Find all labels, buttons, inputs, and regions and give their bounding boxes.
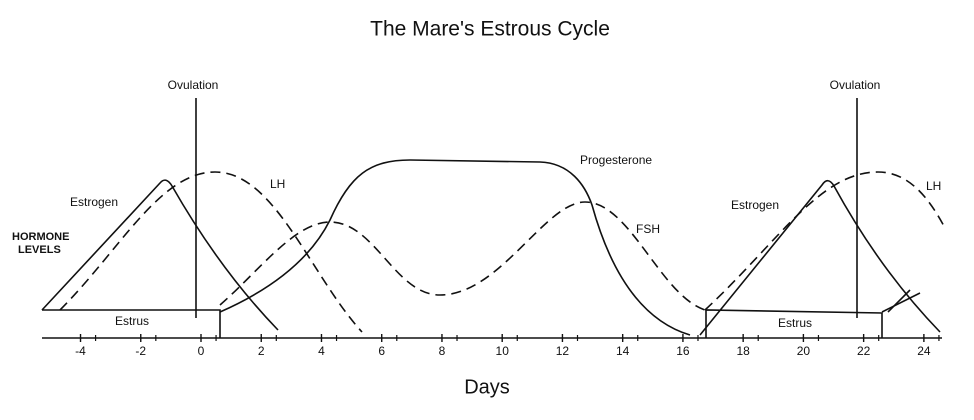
title: The Mare's Estrous Cycle	[370, 18, 610, 41]
tick-label: -2	[135, 344, 146, 358]
tick-label: 12	[556, 344, 570, 358]
tick-label: 24	[917, 344, 931, 358]
fsh-curve	[219, 201, 706, 311]
curve-label: FSH	[636, 222, 660, 236]
estrogen-curve	[699, 179, 941, 336]
curve-label: Progesterone	[580, 153, 652, 167]
tick-label: 6	[378, 344, 385, 358]
y-label: HORMONE	[12, 231, 69, 243]
tick-label: 0	[198, 344, 205, 358]
tick-label: -4	[75, 344, 86, 358]
tick-label: 18	[736, 344, 750, 358]
curve-label: LH	[926, 179, 941, 193]
estrogen-curve	[41, 179, 279, 331]
tick-label: 8	[439, 344, 446, 358]
tick-label: 16	[676, 344, 690, 358]
tick-label: 10	[496, 344, 510, 358]
curve-label: LH	[270, 177, 285, 191]
rise-line	[887, 289, 911, 313]
y-label: LEVELS	[18, 244, 61, 256]
rise-line	[881, 292, 921, 313]
ticks: -4 -2 0 2 4 6 8 10 12 14 16 18 20 22 24	[75, 334, 940, 358]
ovulation-label: Ovulation	[168, 78, 219, 92]
tick-label: 2	[258, 344, 265, 358]
estrus-box	[705, 309, 883, 338]
lh-curve	[59, 171, 363, 333]
x-label: Days	[464, 376, 510, 398]
curve-label: Estrogen	[70, 195, 118, 209]
estrus-box	[42, 309, 221, 338]
lh-curve	[704, 171, 946, 311]
ovulation-label: Ovulation	[830, 78, 881, 92]
curve-label: Estrogen	[731, 198, 779, 212]
tick-label: 14	[616, 344, 630, 358]
tick-label: 22	[857, 344, 871, 358]
progesterone-curve	[219, 159, 691, 336]
estrus-label: Estrus	[115, 314, 149, 328]
estrus-label: Estrus	[778, 316, 812, 330]
tick-label: 4	[318, 344, 325, 358]
tick-label: 20	[797, 344, 811, 358]
